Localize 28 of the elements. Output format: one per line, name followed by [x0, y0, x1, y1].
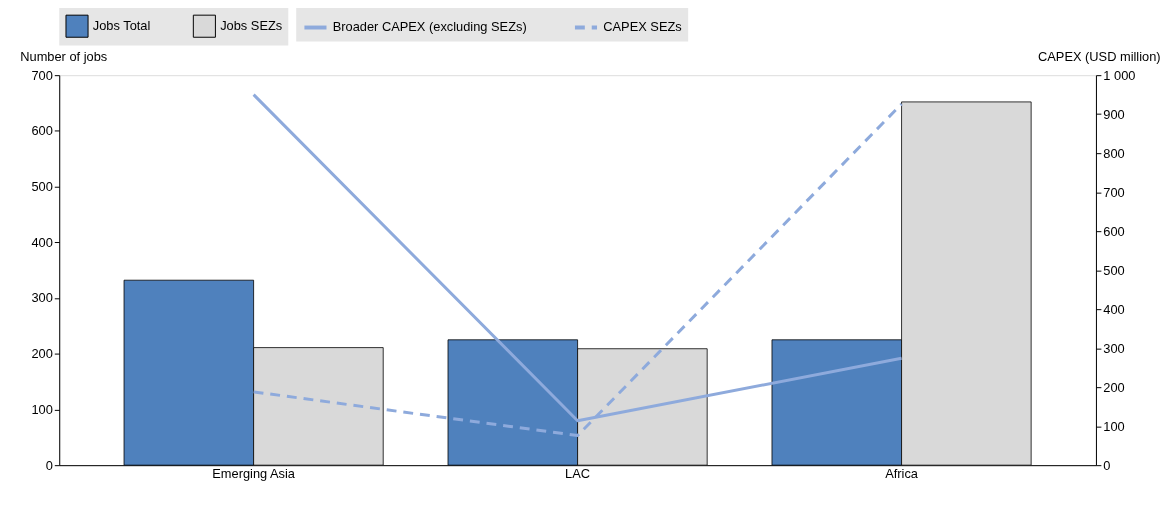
y-axis-title: Number of jobs — [20, 48, 108, 64]
y-tick-label: 300 — [31, 290, 53, 306]
y2-tick-label: 300 — [1103, 340, 1125, 356]
y2-axis-title: CAPEX (USD million) — [1038, 48, 1161, 64]
x-tick-label: Africa — [885, 465, 919, 481]
y2-tick-label: 900 — [1103, 106, 1125, 122]
legend-label: CAPEX SEZs — [603, 19, 682, 35]
y2-tick-label: 500 — [1103, 262, 1125, 278]
legend-label: Jobs SEZs — [220, 18, 283, 34]
y2-tick-label: 600 — [1103, 223, 1125, 239]
legend-label: Jobs Total — [92, 18, 151, 34]
y2-tick-label: 700 — [1103, 184, 1125, 200]
y-tick-label: 200 — [31, 346, 53, 362]
x-tick-label: LAC — [565, 465, 591, 481]
y2-tick-label: 400 — [1103, 301, 1125, 317]
y-tick-label: 700 — [31, 67, 53, 83]
y-tick-label: 100 — [31, 401, 53, 417]
y-tick-label: 0 — [45, 457, 53, 473]
legend-label: Broader CAPEX (excluding SEZs) — [332, 19, 527, 35]
y2-tick-label: 200 — [1103, 379, 1125, 395]
y2-tick-label: 1 000 — [1103, 67, 1136, 83]
x-tick-label: Emerging Asia — [212, 465, 296, 481]
y-tick-label: 400 — [31, 234, 53, 250]
y2-tick-label: 800 — [1103, 145, 1125, 161]
y2-tick-label: 0 — [1103, 457, 1111, 473]
y-tick-label: 500 — [31, 179, 53, 195]
y2-tick-label: 100 — [1103, 418, 1125, 434]
y-tick-label: 600 — [31, 123, 53, 139]
